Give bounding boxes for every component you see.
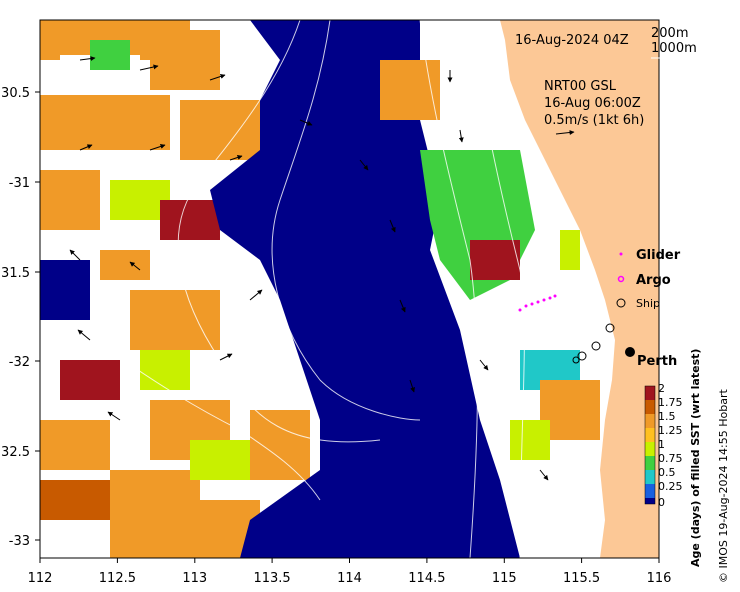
y-tick-label: 30.5 <box>1 86 30 101</box>
y-tick-label: 32.5 <box>1 445 30 460</box>
ship-markers <box>572 323 615 364</box>
y-tick-label: -31 <box>9 176 30 191</box>
x-axis: 112 112.5 113 113.5 114 114.5 115 115.5 … <box>28 558 672 586</box>
depth-legend-200m: 200m <box>651 26 688 41</box>
ship-legend-marker <box>616 298 626 308</box>
ship-legend-label: Ship <box>636 297 660 310</box>
colorbar-tick: 0 <box>658 496 665 509</box>
y-tick-label: -32 <box>9 355 30 370</box>
colorbar-tick: 0.5 <box>658 466 676 479</box>
x-tick-label: 114.5 <box>408 571 445 586</box>
current-scale-label: 0.5m/s (1kt 6h) <box>544 113 644 128</box>
map-plot-area <box>40 20 659 558</box>
colorbar-title: Age (days) of filled SST (wrt latest) <box>689 349 702 567</box>
colorbar-tick: 1.75 <box>658 396 683 409</box>
colorbar-tick: 2 <box>658 382 665 395</box>
perth-label: Perth <box>637 354 677 369</box>
perth-marker <box>625 347 635 357</box>
y-axis: 30.5 -31 31.5 -32 32.5 -33 <box>1 86 40 549</box>
argo-legend-label: Argo <box>636 273 671 288</box>
x-tick-label: 116 <box>647 571 672 586</box>
fresh-sst-region <box>210 20 520 558</box>
colorbar-tick: 1.5 <box>658 410 676 423</box>
argo-legend-marker <box>617 275 625 283</box>
glider-track <box>518 294 557 312</box>
current-time-label: 16-Aug 06:00Z <box>544 96 641 111</box>
colorbar-tick: 0.25 <box>658 480 683 493</box>
current-scale-arrow <box>555 130 575 135</box>
x-tick-label: 115.5 <box>563 571 600 586</box>
current-arrows <box>69 56 549 481</box>
y-tick-label: 31.5 <box>1 266 30 281</box>
land-australia <box>500 20 659 558</box>
y-tick-label: -33 <box>9 534 30 549</box>
bathymetry-contours <box>109 20 525 558</box>
x-tick-label: 113.5 <box>253 571 290 586</box>
glider-legend-label: Glider <box>636 248 681 263</box>
current-model-label: NRT00 GSL <box>544 79 617 94</box>
colorbar-tick: 1.25 <box>658 424 683 437</box>
x-tick-label: 113 <box>182 571 207 586</box>
x-tick-label: 112 <box>28 571 53 586</box>
x-tick-label: 114 <box>337 571 362 586</box>
glider-legend-marker <box>619 252 623 256</box>
colorbar-tick: 1 <box>658 438 665 451</box>
x-tick-label: 112.5 <box>99 571 136 586</box>
map-date: 16-Aug-2024 04Z <box>515 33 629 48</box>
colorbar: 2 1.75 1.5 1.25 1 0.75 0.5 0.25 0 <box>644 382 683 509</box>
x-tick-label: 115 <box>492 571 517 586</box>
depth-legend-1000m: 1000m <box>651 41 697 56</box>
credit-text: © IMOS 19-Aug-2024 14:55 Hobart <box>717 389 730 583</box>
sst-patches <box>40 20 360 558</box>
colorbar-tick: 0.75 <box>658 452 683 465</box>
